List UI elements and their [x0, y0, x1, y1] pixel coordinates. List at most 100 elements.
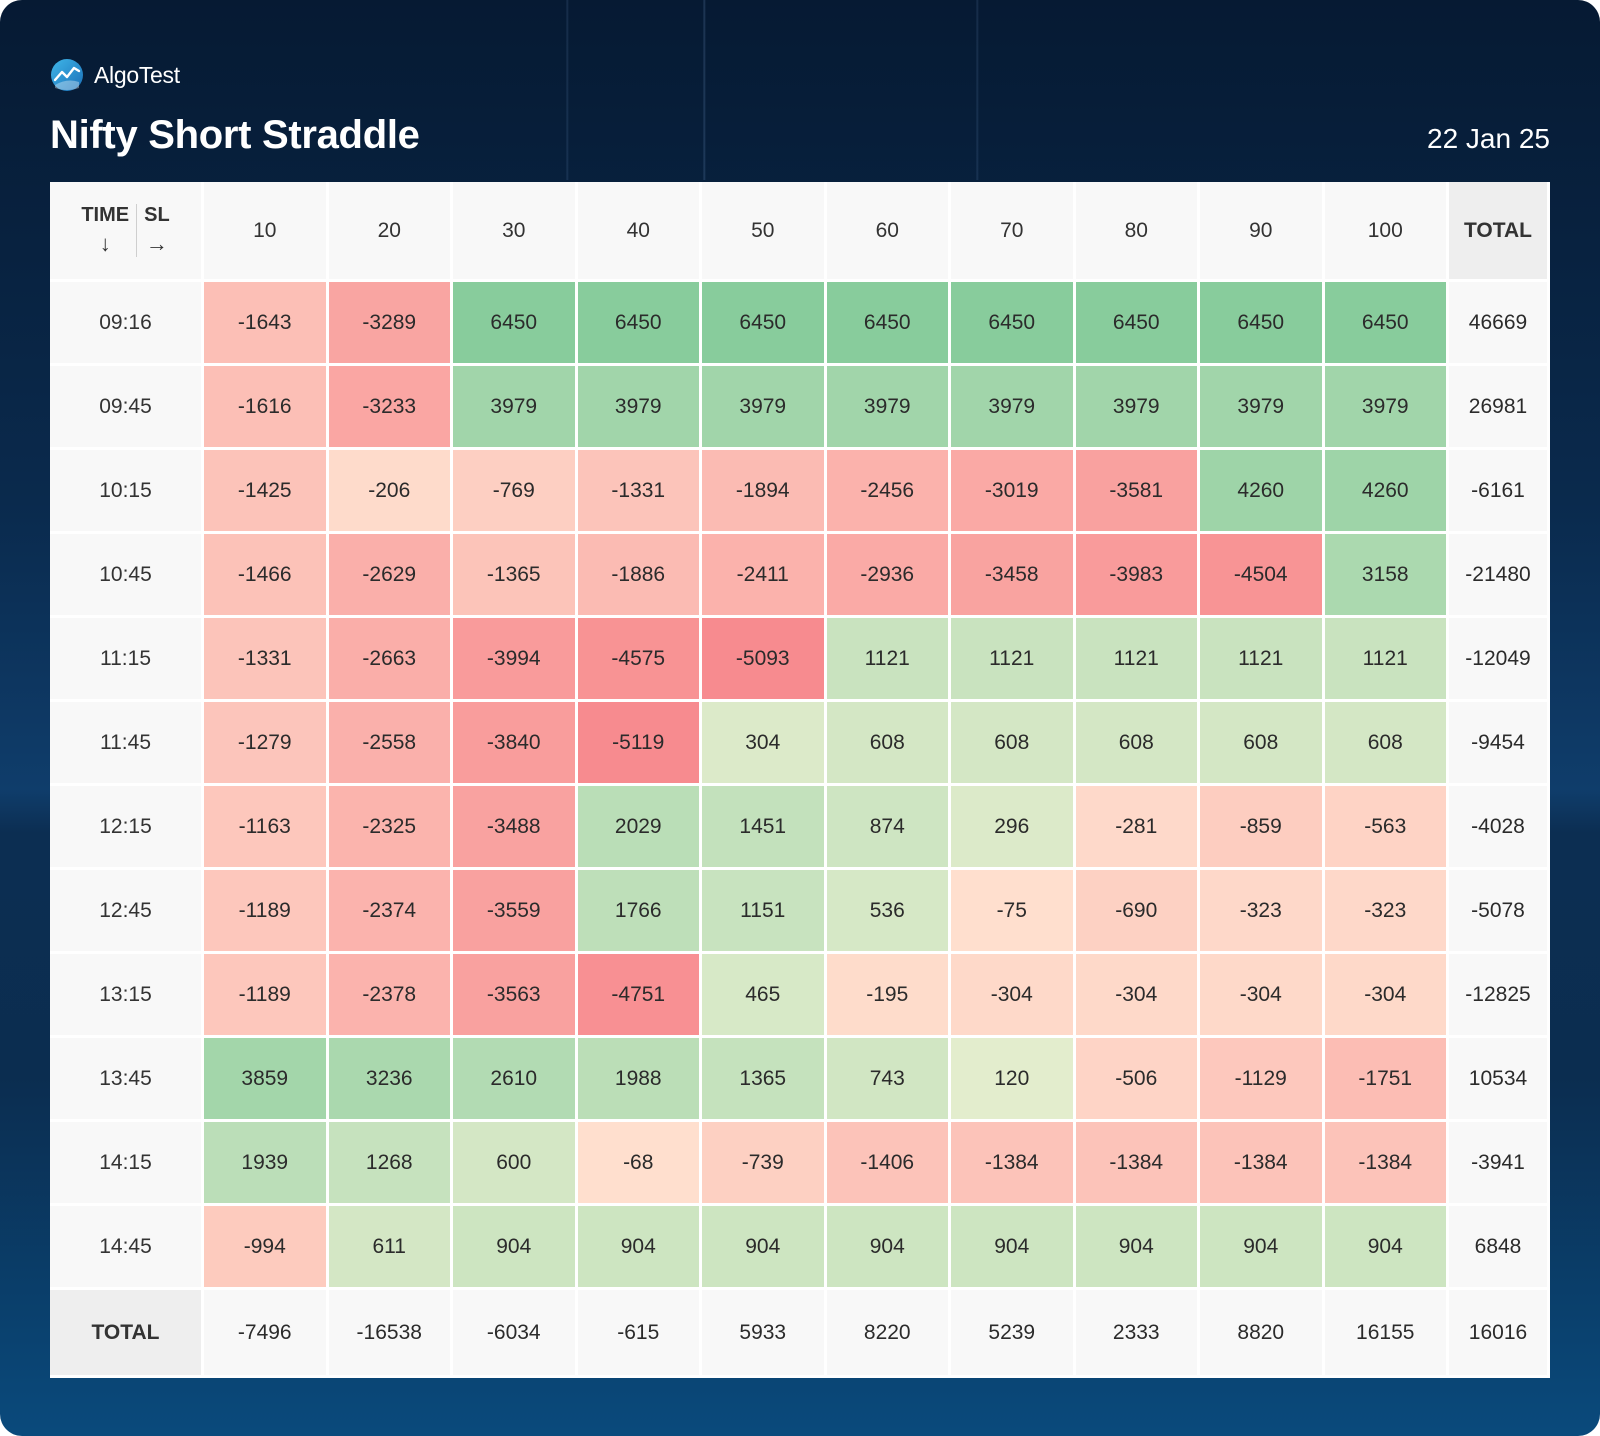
heatmap-cell: -2456: [826, 450, 951, 534]
heatmap-cell: -1886: [577, 534, 702, 618]
heatmap-cell: 904: [453, 1206, 578, 1290]
heatmap-cell: -3563: [453, 954, 578, 1038]
heatmap-cell: 1151: [702, 870, 827, 954]
column-header: 40: [577, 182, 702, 282]
heatmap-cell: -2629: [328, 534, 453, 618]
row-total-cell: -9454: [1449, 702, 1550, 786]
heatmap-cell: -1751: [1324, 1038, 1449, 1122]
heatmap-cell: 874: [826, 786, 951, 870]
heatmap-cell: -3840: [453, 702, 578, 786]
heatmap-cell: -323: [1200, 870, 1325, 954]
heatmap-cell: -1406: [826, 1122, 951, 1206]
col-axis-label: SL: [144, 204, 170, 226]
column-total-cell: -615: [577, 1290, 702, 1378]
heatmap-cell: -3289: [328, 282, 453, 366]
heatmap-cell: -1331: [577, 450, 702, 534]
heatmap-cell: -2374: [328, 870, 453, 954]
heatmap-cell: -1331: [204, 618, 329, 702]
heatmap-cell: 6450: [1324, 282, 1449, 366]
row-header-time: 14:45: [50, 1206, 204, 1290]
heatmap-cell: -3233: [328, 366, 453, 450]
heatmap-cell: 3979: [1200, 366, 1325, 450]
heatmap-cell: -3994: [453, 618, 578, 702]
heatmap-cell: 611: [328, 1206, 453, 1290]
row-total-cell: -3941: [1449, 1122, 1550, 1206]
row-total-cell: 6848: [1449, 1206, 1550, 1290]
heatmap-grid: TIME ↓ SL → 10 20 30 40 50 60 70 80 90 100 TOTAL 09:16-…: [50, 182, 1550, 1378]
heatmap-cell: -3559: [453, 870, 578, 954]
axis-corner: TIME ↓ SL →: [50, 182, 204, 282]
row-header-time: 12:15: [50, 786, 204, 870]
heatmap-cell: 536: [826, 870, 951, 954]
heatmap-cell: 3158: [1324, 534, 1449, 618]
total-row-header: TOTAL: [50, 1290, 204, 1378]
row-total-cell: -6161: [1449, 450, 1550, 534]
heatmap-cell: -2558: [328, 702, 453, 786]
row-header-time: 11:45: [50, 702, 204, 786]
heatmap-cell: -2663: [328, 618, 453, 702]
heatmap-table: TIME ↓ SL → 10 20 30 40 50 60 70 80 90 100 TOTAL 09:16-…: [50, 182, 1550, 1378]
heatmap-cell: 296: [951, 786, 1076, 870]
heatmap-cell: 6450: [577, 282, 702, 366]
arrow-down-icon: ↓: [99, 231, 111, 256]
heatmap-cell: -1384: [951, 1122, 1076, 1206]
heatmap-cell: 6450: [702, 282, 827, 366]
heatmap-cell: 304: [702, 702, 827, 786]
heatmap-cell: 120: [951, 1038, 1076, 1122]
row-header-time: 09:45: [50, 366, 204, 450]
brand: AlgoTest: [50, 58, 180, 92]
heatmap-cell: -2936: [826, 534, 951, 618]
column-total-cell: 8820: [1200, 1290, 1325, 1378]
heatmap-cell: 608: [1324, 702, 1449, 786]
heatmap-cell: -1365: [453, 534, 578, 618]
column-header: 30: [453, 182, 578, 282]
heatmap-cell: 1121: [1200, 618, 1325, 702]
heatmap-cell: 6450: [1075, 282, 1200, 366]
row-total-cell: 10534: [1449, 1038, 1550, 1122]
column-total-cell: 16155: [1324, 1290, 1449, 1378]
heatmap-cell: 743: [826, 1038, 951, 1122]
heatmap-cell: -1384: [1075, 1122, 1200, 1206]
heatmap-cell: 904: [1200, 1206, 1325, 1290]
row-header-time: 09:16: [50, 282, 204, 366]
heatmap-cell: 600: [453, 1122, 578, 1206]
heatmap-cell: -1279: [204, 702, 329, 786]
report-date: 22 Jan 25: [1427, 123, 1550, 154]
heatmap-cell: -5119: [577, 702, 702, 786]
row-total-cell: 26981: [1449, 366, 1550, 450]
heatmap-cell: -1894: [702, 450, 827, 534]
heatmap-cell: 6450: [951, 282, 1076, 366]
heatmap-cell: -1384: [1200, 1122, 1325, 1206]
heatmap-cell: -1189: [204, 954, 329, 1038]
column-header: 90: [1200, 182, 1325, 282]
heatmap-cell: -4751: [577, 954, 702, 1038]
row-header-time: 13:15: [50, 954, 204, 1038]
column-total-cell: 5933: [702, 1290, 827, 1378]
row-header-time: 12:45: [50, 870, 204, 954]
heatmap-cell: -304: [1075, 954, 1200, 1038]
row-header-time: 11:15: [50, 618, 204, 702]
heatmap-cell: -2411: [702, 534, 827, 618]
column-header: 10: [204, 182, 329, 282]
heatmap-cell: -304: [1324, 954, 1449, 1038]
heatmap-cell: -506: [1075, 1038, 1200, 1122]
heatmap-cell: 608: [951, 702, 1076, 786]
heatmap-cell: 3979: [826, 366, 951, 450]
heatmap-cell: -1643: [204, 282, 329, 366]
heatmap-cell: 465: [702, 954, 827, 1038]
heatmap-cell: -3458: [951, 534, 1076, 618]
heatmap-cell: 1365: [702, 1038, 827, 1122]
column-header: 80: [1075, 182, 1200, 282]
heatmap-cell: 6450: [1200, 282, 1325, 366]
heatmap-cell: 3979: [1324, 366, 1449, 450]
heatmap-cell: 3979: [1075, 366, 1200, 450]
heatmap-cell: -3581: [1075, 450, 1200, 534]
column-header: 100: [1324, 182, 1449, 282]
heatmap-cell: 904: [1075, 1206, 1200, 1290]
row-total-cell: -4028: [1449, 786, 1550, 870]
heatmap-cell: 3979: [453, 366, 578, 450]
heatmap-cell: -1616: [204, 366, 329, 450]
heatmap-cell: -206: [328, 450, 453, 534]
heatmap-cell: -195: [826, 954, 951, 1038]
